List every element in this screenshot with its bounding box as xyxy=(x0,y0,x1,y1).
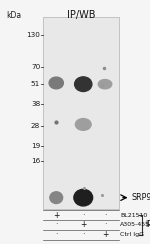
Ellipse shape xyxy=(98,80,112,89)
Text: Ctrl IgG: Ctrl IgG xyxy=(120,232,144,237)
Ellipse shape xyxy=(49,77,63,89)
Text: +: + xyxy=(80,221,86,229)
Text: +: + xyxy=(102,230,108,239)
Ellipse shape xyxy=(74,189,93,206)
Text: 19: 19 xyxy=(31,143,40,149)
Ellipse shape xyxy=(75,119,91,130)
Text: 130: 130 xyxy=(26,32,40,38)
Text: ·: · xyxy=(82,211,84,220)
Text: SRP9: SRP9 xyxy=(131,193,150,202)
Text: ·: · xyxy=(104,221,106,229)
FancyBboxPatch shape xyxy=(43,17,118,209)
Ellipse shape xyxy=(50,192,63,203)
Text: 38: 38 xyxy=(31,101,40,107)
Text: 51: 51 xyxy=(31,81,40,87)
Text: A305-455A: A305-455A xyxy=(120,223,150,227)
Text: +: + xyxy=(53,211,59,220)
Text: kDa: kDa xyxy=(6,11,21,20)
Text: ·: · xyxy=(104,211,106,220)
Text: IP/WB: IP/WB xyxy=(68,10,96,20)
Text: ·: · xyxy=(55,221,57,229)
Text: 28: 28 xyxy=(31,123,40,129)
Ellipse shape xyxy=(75,77,92,92)
Text: 16: 16 xyxy=(31,158,40,164)
Text: BL21510: BL21510 xyxy=(120,213,147,218)
Text: ·: · xyxy=(82,230,84,239)
Text: IP: IP xyxy=(145,221,150,229)
Text: ·: · xyxy=(55,230,57,239)
Text: 70: 70 xyxy=(31,64,40,70)
